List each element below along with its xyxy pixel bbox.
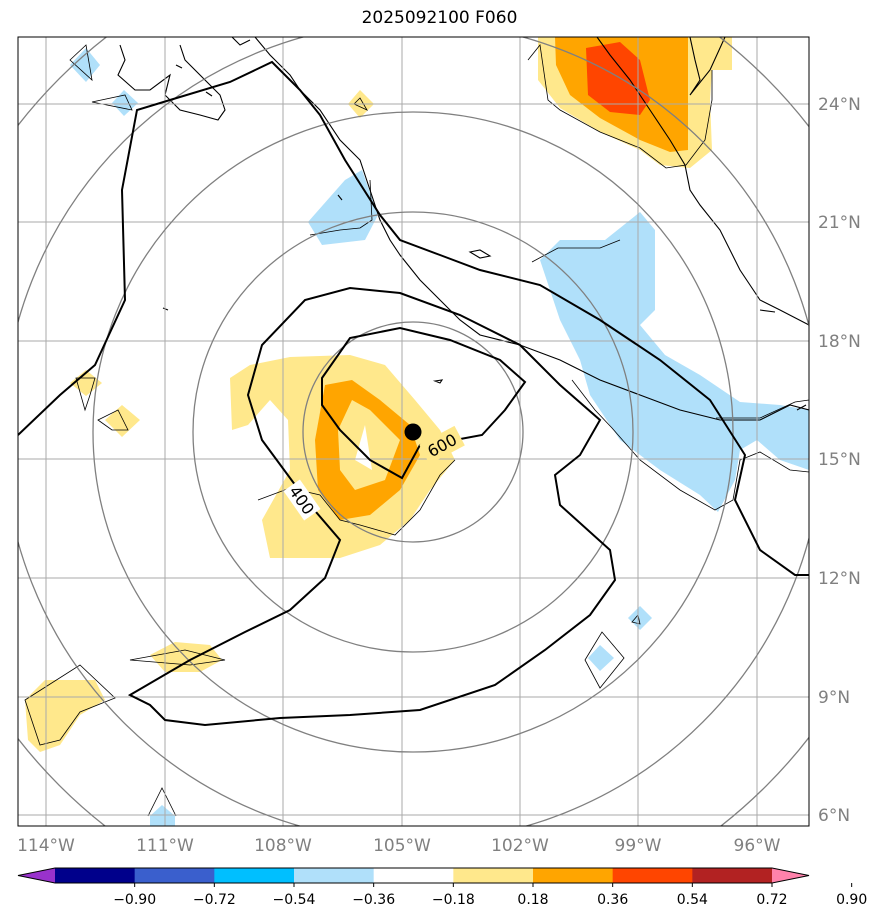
lat-label: 15°N: [818, 450, 861, 470]
contour-400: [18, 60, 809, 576]
negative-anomaly-region: [588, 645, 614, 671]
colorbar-tick-label: 0.54: [677, 892, 708, 908]
latitude-labels: 24°N 21°N 18°N 15°N 12°N 9°N 6°N: [818, 95, 861, 826]
gridlines: [18, 37, 809, 826]
height-contours: [18, 60, 809, 727]
colorbar-tick-label: −0.90: [113, 892, 156, 908]
lon-label: 108°W: [254, 836, 312, 856]
contour-label-bg: [419, 425, 465, 465]
lon-label: 111°W: [136, 836, 194, 856]
lat-label: 24°N: [818, 95, 861, 115]
colorbar-tick-label: −0.36: [352, 892, 395, 908]
storm-center-marker: [404, 423, 422, 441]
negative-anomaly-region: [70, 48, 100, 82]
negative-anomaly-region: [628, 606, 652, 630]
lat-label: 21°N: [818, 213, 861, 233]
contour-label-bg: [283, 479, 321, 521]
contour-600: [321, 326, 527, 480]
colorbar-tick-label: 0.18: [517, 892, 548, 908]
map-frame: [17, 36, 810, 827]
lon-label: 96°W: [734, 836, 781, 856]
positive-anomaly-region: [70, 370, 102, 396]
colorbar-swatch: [294, 868, 375, 883]
lat-label: 12°N: [818, 569, 861, 589]
colorbar-swatch: [214, 868, 295, 883]
lon-label: 102°W: [491, 836, 549, 856]
colorbar-tick-label: 0.90: [836, 892, 867, 908]
positive-anomaly-region: [586, 42, 650, 115]
colorbar-swatch: [373, 868, 454, 883]
colorbar-tick-label: −0.54: [273, 892, 316, 908]
colorbar: −0.90 −0.72 −0.54 −0.36 −0.18 0.18 0.36 0.54 0.7…: [17, 867, 867, 908]
colorbar-tick-label: −0.72: [193, 892, 236, 908]
lat-label: 18°N: [818, 332, 861, 352]
colorbar-tick-label: −0.18: [432, 892, 475, 908]
colorbar-extend-min: [18, 868, 55, 883]
positive-anomaly-region: [105, 405, 140, 437]
contour-400: [127, 286, 617, 727]
positive-anomaly-region: [25, 680, 105, 752]
colorbar-swatch: [692, 868, 773, 883]
colorbar-swatch: [612, 868, 693, 883]
colorbar-tick-label: 0.72: [756, 892, 787, 908]
lat-label: 9°N: [818, 688, 850, 708]
lat-label: 6°N: [818, 806, 850, 826]
colorbar-swatch: [55, 868, 136, 883]
map-title: 2025092100 F060: [361, 8, 518, 28]
negative-anomaly-region: [540, 212, 809, 512]
colorbar-tick-label: 0.36: [597, 892, 628, 908]
colorbar-extend-max: [772, 868, 809, 883]
lon-label: 99°W: [615, 836, 662, 856]
colorbar-outline: [17, 867, 810, 884]
lon-label: 105°W: [373, 836, 431, 856]
negative-anomaly-region: [308, 170, 378, 245]
longitude-labels: 114°W 111°W 108°W 105°W 102°W 99°W 96°W: [17, 836, 781, 856]
coastlines: [117, 37, 809, 421]
lon-label: 114°W: [17, 836, 75, 856]
colorbar-swatch: [533, 868, 614, 883]
colorbar-swatch: [453, 868, 534, 883]
colorbar-swatch: [134, 868, 215, 883]
